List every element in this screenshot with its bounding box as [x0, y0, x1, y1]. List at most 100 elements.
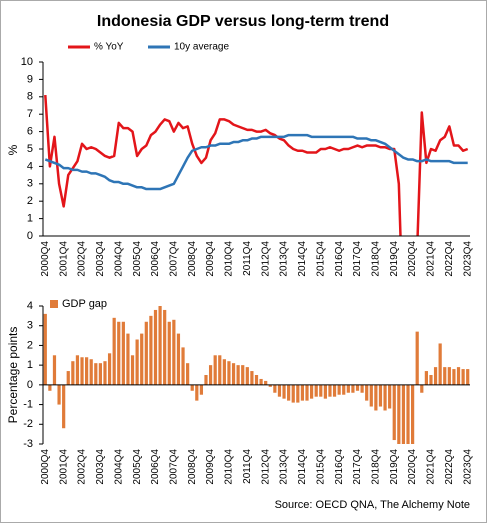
bar [176, 333, 181, 385]
y-tick-label: 1 [27, 359, 33, 371]
x-tick-label: 2001Q4 [58, 449, 69, 485]
bar [291, 384, 295, 403]
bar [342, 384, 346, 395]
bar [314, 384, 318, 397]
bar [378, 384, 383, 407]
y-tick-label: -2 [23, 418, 33, 430]
bar [319, 384, 323, 397]
bar [75, 355, 80, 385]
y-tick-label: 7 [27, 108, 33, 120]
y-tick-label: 2 [27, 339, 33, 351]
bar [332, 384, 337, 397]
bar [309, 384, 314, 399]
bar [62, 384, 66, 429]
bar [268, 384, 272, 387]
chart-title: Indonesia GDP versus long-term trend [97, 13, 389, 30]
bar [103, 361, 107, 385]
y-axis-label: Percentage points [6, 327, 20, 424]
bar [144, 321, 148, 385]
bar [461, 369, 465, 385]
x-tick-label: 2011Q4 [242, 241, 253, 276]
bar [429, 375, 433, 385]
bar [89, 359, 93, 385]
x-tick-label: 2000Q4 [40, 241, 51, 277]
bar [222, 359, 226, 385]
x-tick-label: 2022Q4 [444, 449, 455, 485]
x-tick-label: 2016Q4 [334, 449, 345, 485]
x-tick-label: 2006Q4 [150, 449, 161, 485]
bar [273, 384, 277, 393]
bar [218, 355, 222, 385]
bar [163, 309, 167, 385]
bar [94, 363, 98, 385]
y-tick-label: 10 [21, 56, 33, 68]
line-series [44, 94, 469, 236]
bar [140, 333, 144, 385]
source: Source: OECD QNA, The Alchemy Note [275, 499, 470, 511]
bar [346, 384, 350, 393]
x-tick-label: 2015Q4 [315, 449, 326, 485]
bar [452, 369, 456, 385]
x-tick-label: 2009Q4 [205, 449, 216, 485]
x-tick-label: 2001Q4 [58, 241, 69, 277]
bar [300, 384, 305, 401]
x-tick-label: 2016Q4 [334, 241, 345, 277]
x-tick-label: 2017Q4 [352, 241, 363, 277]
x-tick-label: 2012Q4 [260, 241, 271, 277]
bar [135, 339, 139, 385]
bar [277, 384, 282, 397]
x-tick-label: 2005Q4 [132, 241, 143, 277]
bar [48, 384, 52, 391]
bar [337, 384, 341, 395]
y-tick-label: 4 [27, 160, 33, 172]
bar [98, 363, 102, 385]
bar [204, 375, 208, 385]
bar [259, 378, 263, 385]
legend-label: GDP gap [62, 298, 107, 310]
x-tick-label: 2022Q4 [444, 241, 455, 277]
bar [43, 313, 47, 385]
bar [250, 371, 254, 385]
x-tick-label: 2007Q4 [168, 241, 179, 277]
bar [245, 367, 249, 385]
x-tick-label: 2009Q4 [205, 241, 216, 277]
x-tick-label: 2014Q4 [297, 449, 308, 485]
bar [71, 361, 75, 385]
bar [181, 347, 185, 385]
bar [199, 384, 204, 395]
bar [167, 321, 171, 385]
bar [254, 375, 259, 385]
bar [195, 384, 199, 401]
y-tick-label: -1 [23, 398, 33, 410]
bar [264, 380, 268, 385]
legend-swatch [50, 300, 58, 308]
bar [305, 384, 309, 401]
bar [438, 343, 442, 385]
bar [190, 384, 194, 391]
bar [112, 317, 116, 385]
x-tick-label: 2014Q4 [297, 241, 308, 277]
x-tick-label: 2010Q4 [224, 449, 235, 485]
x-tick-label: 2006Q4 [150, 241, 161, 277]
legend-label: % YoY [94, 42, 124, 53]
x-tick-label: 2018Q4 [371, 241, 382, 277]
bar [369, 384, 373, 407]
x-tick-label: 2012Q4 [260, 449, 271, 485]
bar [296, 384, 300, 403]
bar [411, 384, 415, 444]
x-tick-label: 2013Q4 [279, 241, 290, 277]
bar [186, 363, 190, 385]
y-tick-label: 9 [27, 73, 33, 85]
legend-label: 10y average [174, 42, 229, 53]
bar [172, 319, 176, 385]
x-tick-label: 2003Q4 [95, 241, 106, 277]
bar [241, 365, 245, 385]
y-tick-label: 1 [27, 213, 33, 225]
bar [383, 384, 387, 411]
x-tick-label: 2023Q4 [462, 241, 473, 277]
bar [85, 357, 89, 385]
x-tick-label: 2019Q4 [389, 241, 400, 277]
x-tick-label: 2015Q4 [315, 241, 326, 277]
bar [397, 384, 401, 444]
